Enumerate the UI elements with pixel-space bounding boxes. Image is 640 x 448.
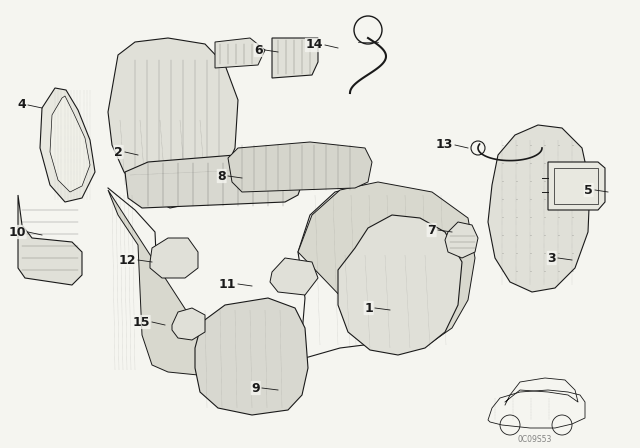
Polygon shape (40, 88, 95, 202)
Text: 14: 14 (305, 39, 323, 52)
Polygon shape (150, 238, 198, 278)
Text: 0C09S53: 0C09S53 (518, 435, 552, 444)
Polygon shape (172, 308, 205, 340)
Polygon shape (108, 190, 228, 382)
Text: 2: 2 (115, 146, 123, 159)
Text: 10: 10 (8, 225, 26, 238)
Text: 1: 1 (364, 302, 373, 314)
Polygon shape (108, 38, 238, 208)
Polygon shape (338, 215, 462, 355)
Text: 3: 3 (547, 251, 556, 264)
Text: 8: 8 (218, 169, 226, 182)
Text: 4: 4 (17, 99, 26, 112)
Text: 13: 13 (436, 138, 453, 151)
Polygon shape (445, 222, 478, 258)
Text: 6: 6 (254, 43, 263, 56)
Text: 12: 12 (118, 254, 136, 267)
Polygon shape (195, 298, 308, 415)
Polygon shape (298, 182, 475, 350)
Text: 11: 11 (218, 277, 236, 290)
Polygon shape (488, 125, 590, 292)
Polygon shape (50, 96, 90, 192)
Text: 7: 7 (428, 224, 436, 237)
Text: 15: 15 (132, 315, 150, 328)
Text: 9: 9 (252, 382, 260, 395)
Polygon shape (125, 155, 305, 208)
Polygon shape (272, 38, 318, 78)
Polygon shape (18, 195, 82, 285)
Polygon shape (228, 142, 372, 192)
Text: 5: 5 (584, 184, 593, 197)
Polygon shape (548, 162, 605, 210)
Polygon shape (215, 38, 265, 68)
Polygon shape (270, 258, 318, 295)
